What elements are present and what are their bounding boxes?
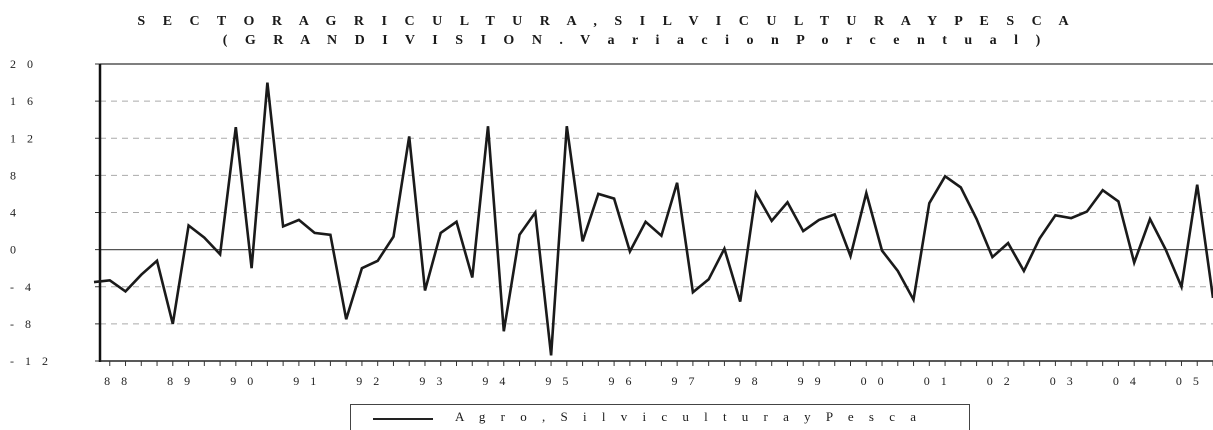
x-tick-label: 9 6	[608, 374, 635, 388]
x-tick-label: 9 9	[798, 374, 825, 388]
x-tick-label: 0 2	[987, 374, 1014, 388]
y-tick-label: 4	[10, 206, 20, 220]
x-tick-label: 9 4	[482, 374, 509, 388]
x-tick-label: 8 9	[167, 374, 194, 388]
y-tick-label: 1 2	[10, 131, 37, 145]
y-tick-label: - 1 2	[10, 354, 52, 368]
x-tick-label: 8 8	[104, 374, 131, 388]
x-tick-label: 0 1	[924, 374, 951, 388]
x-tick-label: 9 0	[230, 374, 257, 388]
y-tick-label: - 8	[10, 317, 35, 331]
x-tick-label: 0 5	[1176, 374, 1203, 388]
x-tick-label: 9 8	[735, 374, 762, 388]
series-line-agro	[93, 82, 1213, 356]
y-tick-label: 0	[10, 243, 20, 257]
x-tick-label: 0 4	[1113, 374, 1140, 388]
x-tick-label: 9 5	[545, 374, 572, 388]
x-tick-label: 0 0	[861, 374, 888, 388]
y-tick-label: 1 6	[10, 94, 37, 108]
y-tick-label: - 4	[10, 280, 35, 294]
y-tick-label: 2 0	[10, 57, 37, 71]
x-tick-label: 9 3	[419, 374, 446, 388]
x-tick-label: 0 3	[1050, 374, 1077, 388]
y-tick-label: 8	[10, 168, 20, 182]
line-chart: 2 0 1 6 1 2 8 4 0 - 4 - 8 - 1 2 8 8 8 9 9 0 9 1 9 2 9 …	[10, 57, 1213, 388]
x-tick-label: 9 2	[356, 374, 383, 388]
legend-line-swatch	[373, 418, 433, 420]
legend-label: A g r o , S i l v i c u l t u r a y P e …	[455, 409, 923, 424]
x-tick-label: 9 1	[293, 374, 320, 388]
x-tick-label: 9 7	[672, 374, 699, 388]
legend: A g r o , S i l v i c u l t u r a y P e …	[350, 404, 970, 430]
chart-title: S E C T O R A G R I C U L T U R A , S I …	[137, 14, 1076, 29]
chart-subtitle: ( G R A N D I V I S I O N . V a r i a c …	[222, 33, 1048, 48]
